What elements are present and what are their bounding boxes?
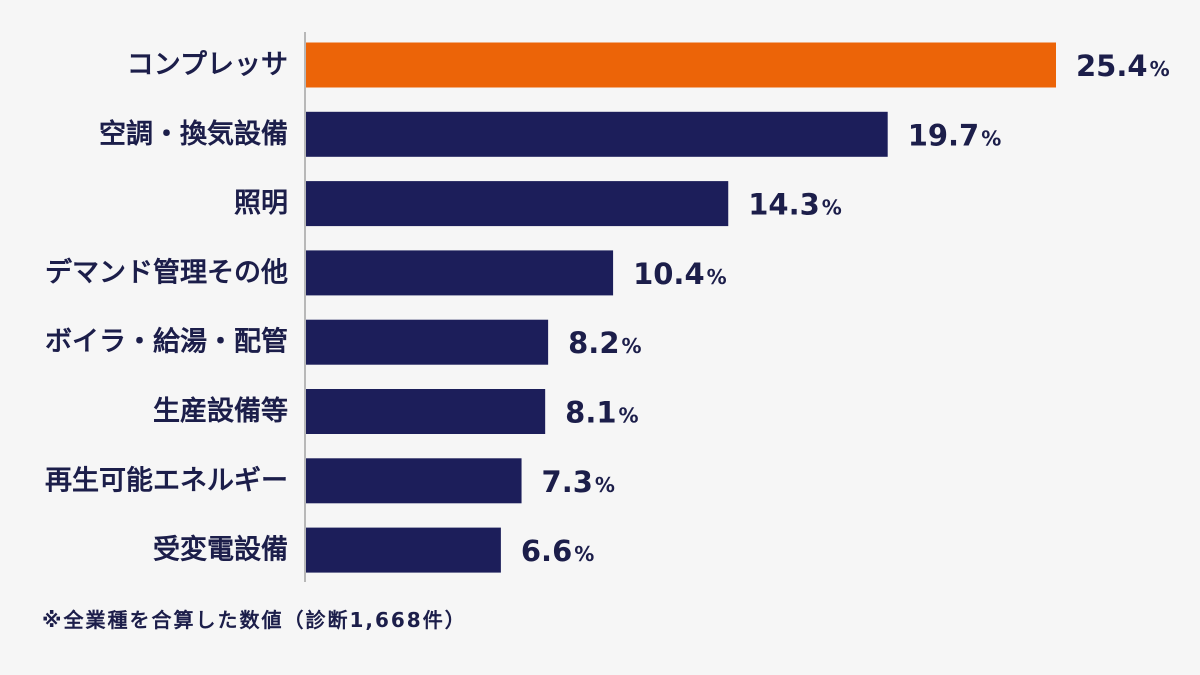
category-label: コンプレッサ: [127, 50, 288, 81]
value-label: 8.2%: [568, 326, 641, 360]
category-label: 再生可能エネルギー: [45, 464, 288, 496]
value-percent-sign: %: [574, 542, 594, 566]
value-number: 8.2: [568, 326, 619, 360]
value-number: 14.3: [748, 188, 820, 222]
category-label: 生産設備等: [153, 395, 288, 427]
value-percent-sign: %: [707, 265, 727, 289]
bar: [306, 42, 1056, 88]
bars: [306, 42, 1056, 573]
value-percent-sign: %: [595, 473, 615, 497]
value-number: 10.4: [633, 257, 705, 291]
bar: [306, 319, 549, 365]
value-percent-sign: %: [981, 126, 1001, 150]
category-label: 空調・換気設備: [99, 118, 288, 150]
bar: [306, 111, 888, 157]
value-number: 25.4: [1076, 49, 1148, 83]
value-labels: 25.4 %19.7 %14.3 %10.4 %8.2 %8.1 %7.3 %6.6%: [521, 49, 1170, 568]
value-label: 8.1%: [565, 396, 638, 430]
category-label: デマンド管理その他: [45, 256, 288, 288]
value-label: 10.4%: [633, 257, 727, 291]
category-labels: コンプレッサ空調・換気設備照明デマンド管理その他ボイラ・給湯・配管生産設備等再生…: [45, 50, 288, 566]
value-label: 6.6%: [521, 534, 594, 568]
value-label: 7.3%: [542, 465, 615, 499]
value-number: 19.7: [908, 118, 980, 152]
category-label: 照明: [234, 188, 288, 219]
value-percent-sign: %: [622, 334, 642, 358]
value-percent-sign: %: [822, 196, 842, 220]
bar: [306, 458, 522, 504]
value-label: 14.3%: [748, 188, 842, 222]
footnote: ※全業種を合算した数値（診断1,668件）: [42, 608, 467, 632]
value-number: 8.1: [565, 396, 616, 430]
value-label: 25.4%: [1076, 49, 1170, 83]
bar: [306, 181, 729, 227]
value-percent-sign: %: [1150, 57, 1170, 81]
bar: [306, 250, 614, 296]
category-label: ボイラ・給湯・配管: [45, 326, 288, 358]
value-percent-sign: %: [619, 404, 639, 428]
bar: [306, 527, 501, 573]
category-label: 受変電設備: [153, 534, 288, 566]
bar: [306, 389, 546, 434]
value-label: 19.7%: [908, 118, 1002, 152]
value-number: 6.6: [521, 534, 572, 568]
value-number: 7.3: [542, 465, 593, 499]
